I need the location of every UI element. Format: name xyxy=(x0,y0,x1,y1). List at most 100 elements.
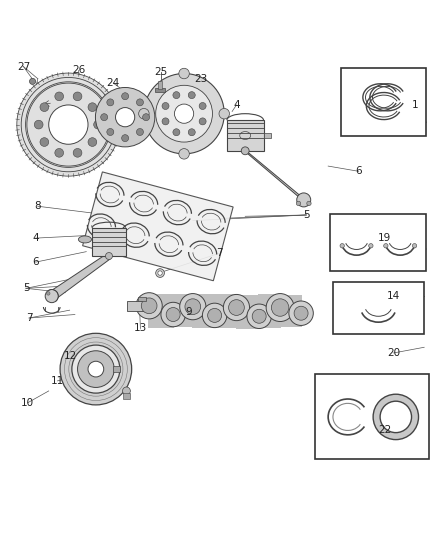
Bar xyxy=(158,82,162,89)
Text: 5: 5 xyxy=(303,210,310,220)
Text: 20: 20 xyxy=(387,348,400,358)
Circle shape xyxy=(116,108,135,127)
Circle shape xyxy=(122,135,129,142)
Circle shape xyxy=(60,333,132,405)
Text: 9: 9 xyxy=(185,308,192,317)
Bar xyxy=(192,294,215,328)
Text: 11: 11 xyxy=(51,376,64,386)
Circle shape xyxy=(55,92,64,101)
Bar xyxy=(341,68,426,135)
Text: 1: 1 xyxy=(412,100,419,110)
Text: 5: 5 xyxy=(23,284,29,293)
Circle shape xyxy=(158,271,162,275)
Text: 6: 6 xyxy=(32,257,39,267)
Bar xyxy=(148,294,174,328)
Circle shape xyxy=(202,303,227,328)
Circle shape xyxy=(137,128,143,135)
Bar xyxy=(264,133,272,138)
Circle shape xyxy=(88,103,97,111)
Circle shape xyxy=(29,78,35,84)
Circle shape xyxy=(241,147,249,155)
Text: 7: 7 xyxy=(215,248,223,259)
Ellipse shape xyxy=(78,236,92,243)
Circle shape xyxy=(101,114,108,120)
Bar xyxy=(123,393,130,399)
Text: 10: 10 xyxy=(21,398,34,408)
Text: 26: 26 xyxy=(72,65,85,75)
Bar xyxy=(113,367,120,372)
Circle shape xyxy=(340,244,344,248)
Polygon shape xyxy=(243,148,307,204)
Circle shape xyxy=(123,387,131,395)
Circle shape xyxy=(180,294,206,320)
Circle shape xyxy=(208,309,222,322)
Circle shape xyxy=(88,361,104,377)
Circle shape xyxy=(143,114,150,120)
Bar xyxy=(172,294,194,327)
Circle shape xyxy=(223,294,250,321)
Circle shape xyxy=(107,99,114,106)
Circle shape xyxy=(199,102,206,109)
Circle shape xyxy=(229,300,244,316)
Circle shape xyxy=(72,345,120,393)
Circle shape xyxy=(199,118,206,125)
Circle shape xyxy=(155,269,164,277)
Text: 23: 23 xyxy=(194,74,207,84)
Bar xyxy=(92,228,126,256)
Circle shape xyxy=(45,289,58,303)
Text: 13: 13 xyxy=(134,324,147,334)
Bar xyxy=(330,214,426,271)
Circle shape xyxy=(247,304,272,328)
Circle shape xyxy=(73,92,82,101)
Text: 4: 4 xyxy=(32,233,39,243)
Circle shape xyxy=(166,308,180,321)
Circle shape xyxy=(162,102,169,109)
Circle shape xyxy=(49,105,88,144)
Circle shape xyxy=(17,74,120,176)
Bar xyxy=(155,88,165,92)
Circle shape xyxy=(173,129,180,136)
Text: 8: 8 xyxy=(35,201,41,211)
Circle shape xyxy=(219,108,230,119)
Text: 27: 27 xyxy=(17,61,30,71)
Circle shape xyxy=(252,309,266,323)
Circle shape xyxy=(144,74,224,154)
Circle shape xyxy=(179,149,189,159)
Circle shape xyxy=(188,129,195,136)
Circle shape xyxy=(141,298,157,313)
Circle shape xyxy=(34,120,43,129)
Circle shape xyxy=(107,128,114,135)
Circle shape xyxy=(136,293,162,319)
Circle shape xyxy=(380,401,412,433)
Bar xyxy=(258,294,281,328)
Circle shape xyxy=(188,92,195,99)
Circle shape xyxy=(185,299,201,314)
Circle shape xyxy=(373,394,419,440)
Text: 22: 22 xyxy=(378,425,392,435)
Circle shape xyxy=(139,108,149,119)
Circle shape xyxy=(94,120,102,129)
Text: 25: 25 xyxy=(155,67,168,77)
Circle shape xyxy=(272,299,289,316)
Circle shape xyxy=(73,149,82,157)
Circle shape xyxy=(174,104,194,123)
Text: 6: 6 xyxy=(355,166,362,176)
Bar xyxy=(214,294,237,328)
Circle shape xyxy=(122,93,129,100)
Bar xyxy=(332,282,424,334)
Circle shape xyxy=(297,193,311,207)
Text: 12: 12 xyxy=(64,351,77,361)
Circle shape xyxy=(106,253,113,260)
Circle shape xyxy=(161,302,185,327)
Circle shape xyxy=(155,85,212,142)
Circle shape xyxy=(296,201,300,206)
Circle shape xyxy=(294,306,308,320)
Text: 4: 4 xyxy=(233,100,240,110)
Bar xyxy=(236,295,260,329)
Bar xyxy=(138,297,146,301)
Bar xyxy=(279,295,302,327)
Circle shape xyxy=(412,244,417,248)
Polygon shape xyxy=(49,254,111,300)
Circle shape xyxy=(40,103,49,111)
Text: 7: 7 xyxy=(26,313,32,323)
